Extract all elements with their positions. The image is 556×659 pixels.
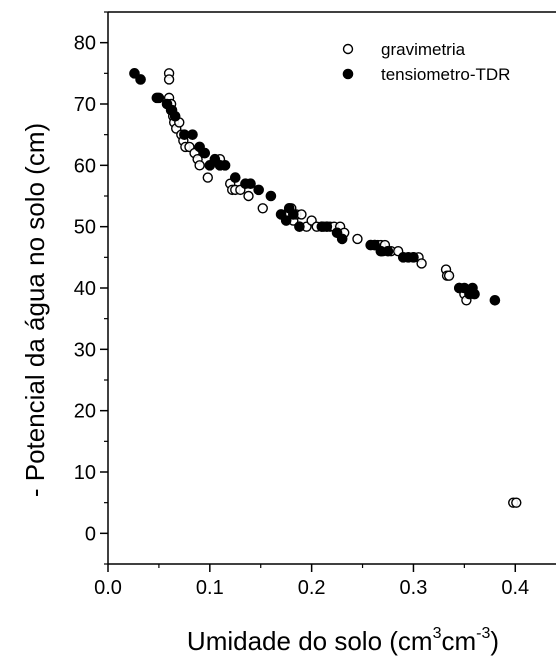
x-tick-label: 0.1 <box>196 577 224 599</box>
data-point <box>469 288 480 300</box>
y-tick-label: 80 <box>74 33 96 55</box>
data-point <box>229 172 241 183</box>
data-point <box>194 160 205 171</box>
data-point <box>219 160 231 171</box>
x-tick-label: 0.0 <box>94 577 122 599</box>
x-axis: 0.0 0.1 0.2 0.3 0.4 <box>94 564 529 599</box>
y-axis: 0 10 20 30 40 50 60 70 80 <box>74 11 108 565</box>
data-point <box>352 233 363 245</box>
legend-label-tensiometro-tdr: tensiometro-TDR <box>381 65 510 84</box>
x-axis-title-mid: cm <box>441 626 476 656</box>
data-point <box>163 74 175 85</box>
data-point <box>321 221 333 232</box>
legend: gravimetria tensiometro-TDR <box>342 40 510 84</box>
data-point <box>257 203 268 214</box>
x-tick-label: 0.3 <box>400 577 428 599</box>
data-point <box>253 184 264 196</box>
y-tick-label: 70 <box>74 94 96 116</box>
y-tick-label: 0 <box>85 523 96 545</box>
data-point <box>187 129 198 140</box>
x-axis-title-sup1: 3 <box>433 625 442 642</box>
data-point <box>265 190 277 202</box>
y-axis-title: - Potencial da água no solo (cm) <box>20 123 50 497</box>
data-point <box>443 270 455 281</box>
legend-marker-tensiometro-tdr <box>342 68 354 80</box>
y-tick-label: 20 <box>74 401 96 423</box>
y-tick-label: 40 <box>74 278 96 300</box>
data-point <box>294 221 305 232</box>
data-point <box>280 215 292 226</box>
y-tick-label: 60 <box>74 155 96 177</box>
series-layer <box>129 68 522 508</box>
legend-label-gravimetria: gravimetria <box>381 40 466 59</box>
data-point <box>511 497 522 508</box>
data-point <box>489 294 501 306</box>
legend-marker-gravimetria <box>342 43 354 55</box>
x-axis-title-main: Umidade do solo (cm <box>187 626 433 656</box>
y-tick-label: 50 <box>74 217 96 239</box>
data-point <box>169 110 181 122</box>
data-point <box>135 74 146 85</box>
x-tick-label: 0.2 <box>298 577 326 599</box>
x-axis-title: Umidade do solo (cm3cm-3) <box>187 625 499 656</box>
data-point <box>243 190 254 202</box>
y-tick-label: 10 <box>74 462 96 484</box>
data-point <box>153 92 165 104</box>
x-tick-label: 0.4 <box>501 577 529 599</box>
plot-area <box>107 11 556 565</box>
data-point <box>336 233 348 245</box>
x-axis-title-sup2: -3 <box>476 625 490 642</box>
data-point <box>245 178 256 190</box>
data-point <box>408 252 419 263</box>
y-tick-label: 30 <box>74 339 96 361</box>
data-point <box>202 172 213 183</box>
x-axis-title-end: ) <box>490 626 499 656</box>
data-point <box>288 209 299 220</box>
data-point <box>382 245 394 257</box>
data-point <box>416 258 427 269</box>
data-point <box>199 147 211 159</box>
series-1 <box>129 68 501 306</box>
